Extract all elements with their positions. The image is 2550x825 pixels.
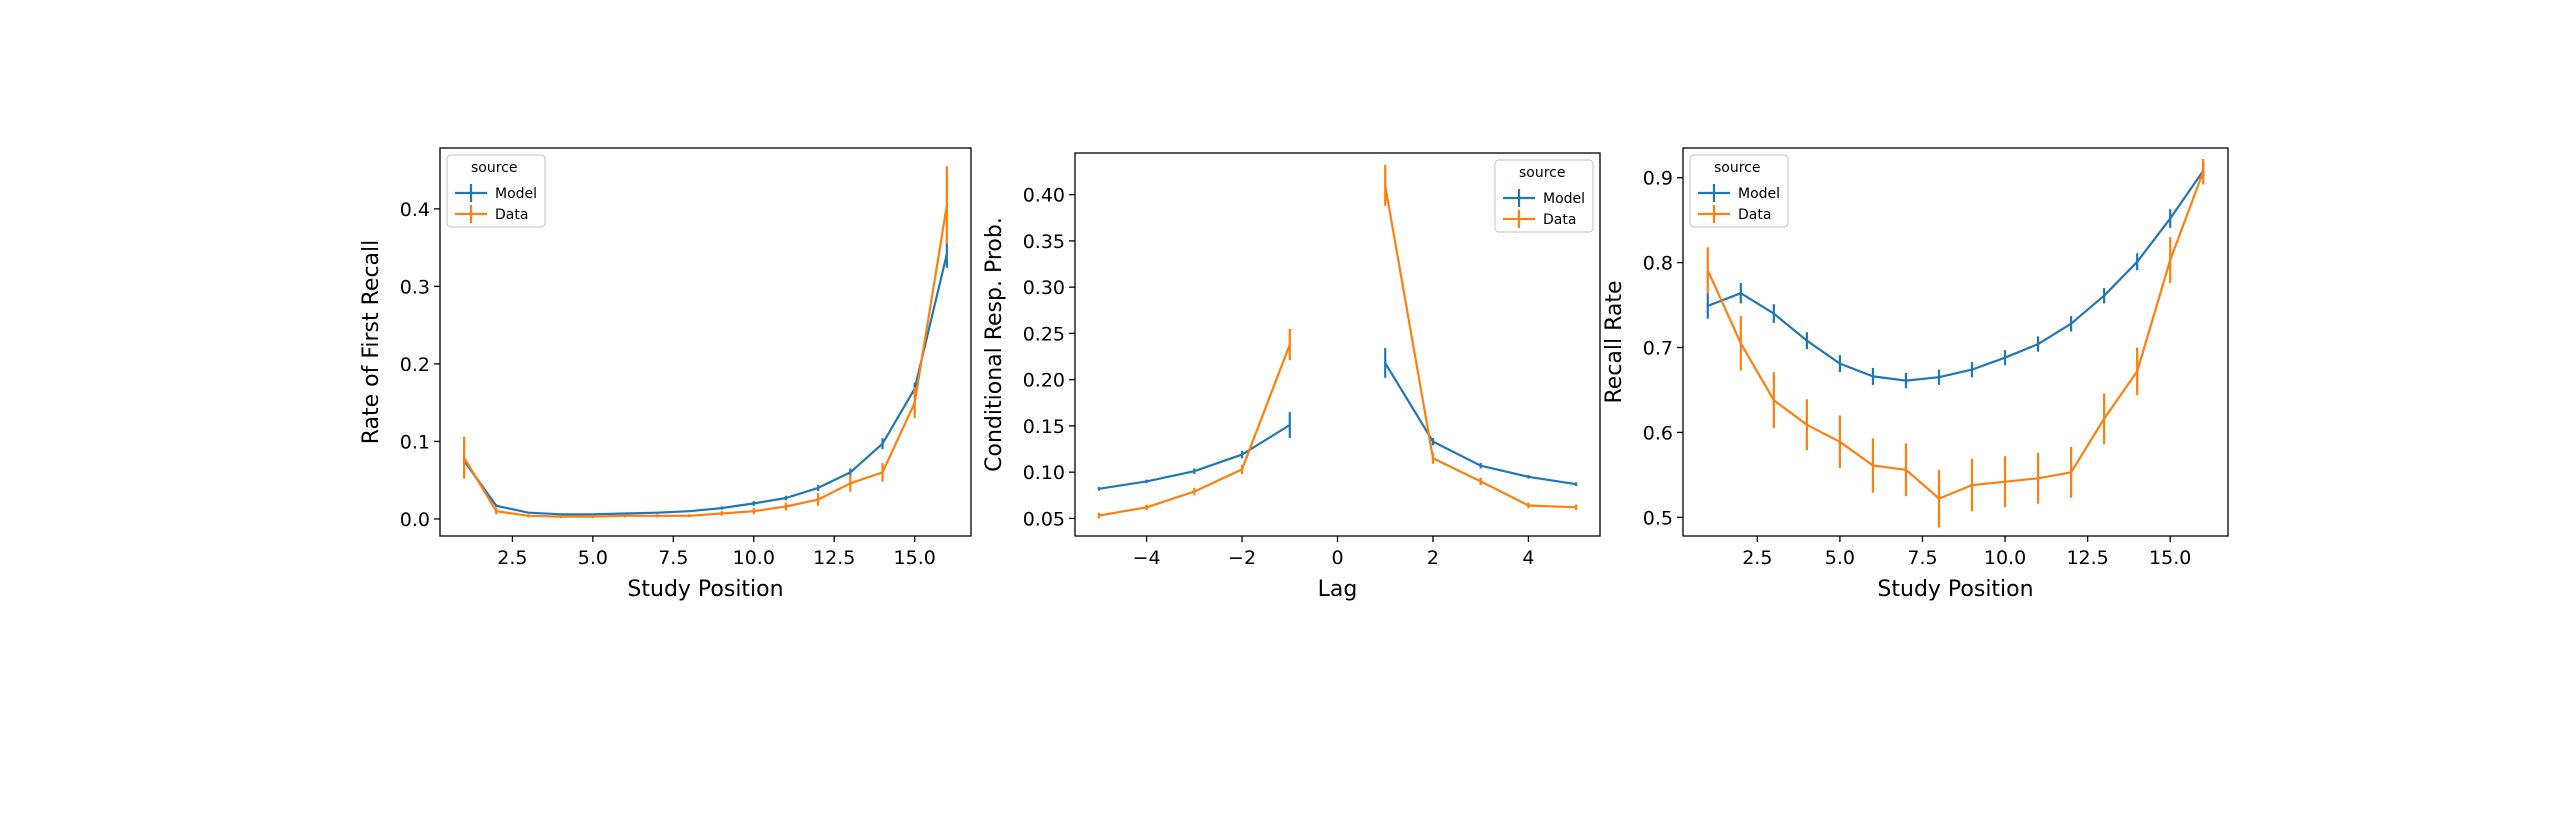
legend-label-data: Data: [1543, 212, 1576, 228]
chart-panel-1: 2.5 5.0 7.5 10.0 12.5 15.0 0.0 0.1 0.2 0.3 0.4 Stud…: [359, 147, 972, 602]
x-tick-label: 15.0: [2149, 547, 2191, 569]
series-line-data: [1706, 171, 2205, 500]
y-tick-label: 0.20: [1023, 370, 1065, 392]
y-tick-label: 0.05: [1023, 508, 1065, 530]
legend-title: source: [1714, 160, 1761, 176]
plot-frame: [1682, 147, 2229, 537]
x-tick-label: 4: [1522, 547, 1534, 569]
y-tick-label: 0.6: [1643, 422, 1673, 444]
x-tick-label: 2: [1427, 547, 1439, 569]
y-axis-label: Conditional Resp. Prob.: [982, 217, 1007, 472]
y-tick-label: 0.35: [1023, 231, 1065, 253]
x-axis-label: Lag: [1318, 577, 1358, 602]
legend-label-model: Model: [1543, 191, 1585, 207]
y-axis-label: Recall Rate: [1602, 280, 1627, 403]
x-tick-label: 10.0: [733, 547, 775, 569]
series-line-model: [1707, 170, 2205, 382]
y-tick-label: 0.25: [1023, 323, 1065, 345]
x-tick-label: 12.5: [2066, 547, 2108, 569]
x-tick-label: 2.5: [497, 547, 527, 569]
y-tick-label: 0.5: [1643, 507, 1673, 529]
legend: source Model Data: [1494, 159, 1594, 233]
x-tick-label: −4: [1133, 547, 1161, 569]
legend-title: source: [1519, 165, 1566, 181]
x-tick-label: 7.5: [658, 547, 688, 569]
x-tick-label: 5.0: [578, 547, 608, 569]
series-line-model: [463, 253, 948, 516]
x-tick-label: 7.5: [1907, 547, 1937, 569]
y-tick-label: 0.9: [1643, 168, 1673, 190]
x-tick-label: 2.5: [1742, 547, 1772, 569]
x-tick-label: 10.0: [1984, 547, 2026, 569]
series-line-data: [1384, 185, 1577, 509]
y-tick-label: 0.1: [400, 431, 430, 453]
series-line-model: [1098, 424, 1291, 490]
x-axis-label: Study Position: [627, 577, 783, 602]
y-tick-label: 0.8: [1643, 253, 1673, 275]
x-tick-label: 15.0: [894, 547, 936, 569]
y-tick-label: 0.40: [1023, 185, 1065, 207]
y-tick-label: 0.4: [400, 199, 430, 221]
x-tick-label: −2: [1228, 547, 1256, 569]
legend: source Model Data: [1689, 154, 1789, 228]
x-tick-label: 0: [1331, 547, 1343, 569]
x-axis-label: Study Position: [1877, 577, 2033, 602]
legend-label-model: Model: [495, 186, 537, 202]
chart-panel-2: −4 −2 0 2 4 0.05 0.10 0.15 0.20 0.25 0.30 0.35 0.40 L…: [982, 152, 1601, 602]
legend-label-model: Model: [1738, 186, 1780, 202]
plot-frame: [439, 147, 972, 537]
y-tick-label: 0.0: [400, 509, 430, 531]
legend-label-data: Data: [495, 207, 528, 223]
y-tick-label: 0.3: [400, 276, 430, 298]
legend-label-data: Data: [1738, 207, 1771, 223]
legend-title: source: [471, 160, 518, 176]
y-tick-label: 0.30: [1023, 277, 1065, 299]
y-tick-label: 0.7: [1643, 338, 1673, 360]
y-tick-label: 0.15: [1023, 416, 1065, 438]
y-tick-label: 0.2: [400, 354, 430, 376]
y-axis-label: Rate of First Recall: [359, 240, 384, 445]
legend: source Model Data: [446, 154, 546, 228]
series-line-data: [463, 204, 948, 518]
x-tick-label: 5.0: [1825, 547, 1855, 569]
chart-panel-3: 2.5 5.0 7.5 10.0 12.5 15.0 0.5 0.6 0.7 0.8 0.9 Stud…: [1602, 147, 2229, 602]
y-tick-label: 0.10: [1023, 462, 1065, 484]
x-tick-label: 12.5: [813, 547, 855, 569]
